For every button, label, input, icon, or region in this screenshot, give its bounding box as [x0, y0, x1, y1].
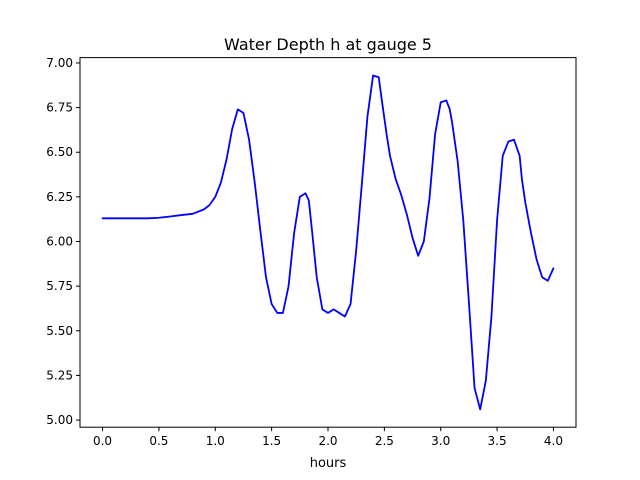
y-tick-label: 6.50	[46, 145, 73, 159]
x-tick-label: 0.0	[93, 434, 112, 448]
x-tick-label: 2.5	[375, 434, 394, 448]
y-tick-label: 6.75	[46, 101, 73, 115]
x-tick-label: 3.0	[431, 434, 450, 448]
x-tick-label: 4.0	[544, 434, 563, 448]
x-tick-label: 1.0	[206, 434, 225, 448]
x-tick-label: 0.5	[149, 434, 168, 448]
y-tick-label: 7.00	[46, 56, 73, 70]
y-tick-label: 5.00	[46, 413, 73, 427]
y-tick-label: 5.75	[46, 279, 73, 293]
y-tick-label: 6.25	[46, 190, 73, 204]
axis-ticks: 0.0 0.5 1.0 1.5 2.0 2.5 3.0 3.5 4.0 5.00 5.25 5.50 5…	[46, 56, 563, 448]
x-tick-label: 3.5	[488, 434, 507, 448]
y-tick-label: 6.00	[46, 235, 73, 249]
y-tick-label: 5.50	[46, 324, 73, 338]
plot-area	[101, 74, 555, 411]
y-tick-label: 5.25	[46, 368, 73, 382]
x-axis-label: hours	[310, 456, 347, 471]
axes-frame	[79, 57, 577, 428]
series-line-0	[101, 74, 555, 411]
x-tick-label: 1.5	[262, 434, 281, 448]
x-tick-label: 2.0	[318, 434, 337, 448]
chart-title: Water Depth h at gauge 5	[224, 35, 432, 54]
